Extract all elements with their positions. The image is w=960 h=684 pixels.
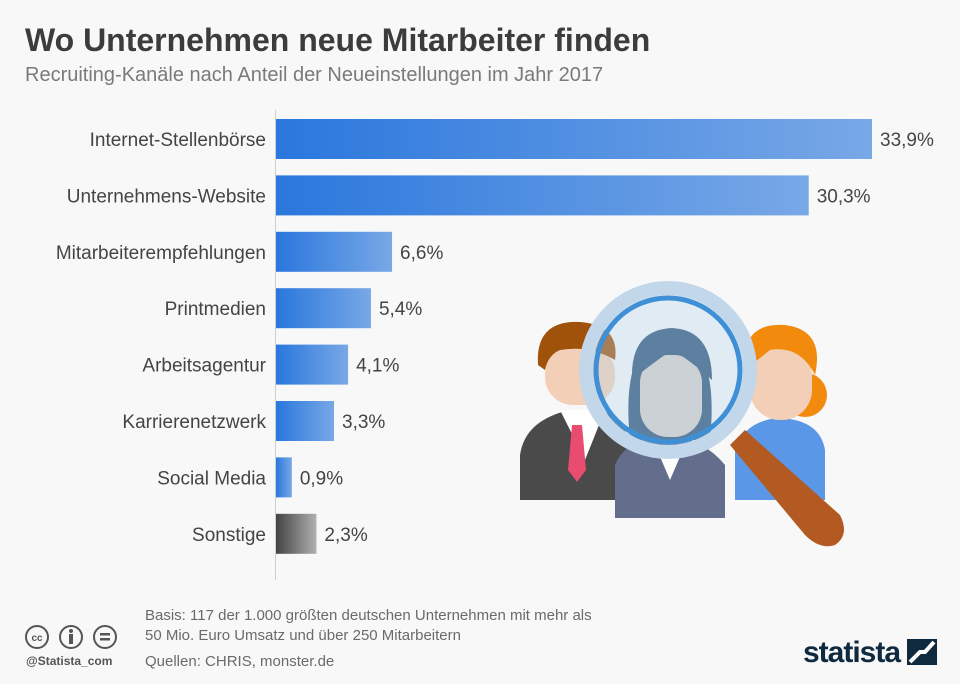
bar-0 (276, 119, 872, 159)
footer-basis-line2: 50 Mio. Euro Umsatz und über 250 Mitarbe… (145, 627, 461, 644)
bar-chart: Internet-Stellenbörse 33,9% Unternehmens-W… (56, 110, 934, 580)
cc-icon (25, 625, 49, 649)
value-label: 33,9% (880, 130, 934, 151)
value-label: 6,6% (400, 243, 443, 264)
license-icons[interactable]: cc (24, 624, 120, 652)
bar-2 (276, 231, 393, 272)
page-title: Wo Unternehmen neue Mitarbeiter finden (25, 22, 651, 58)
value-label: 3,3% (342, 412, 385, 433)
category-label: Sonstige (192, 525, 266, 546)
category-label: Social Media (157, 468, 266, 489)
nd-icon (93, 625, 117, 649)
bar-7 (276, 513, 317, 554)
bar-6 (276, 457, 292, 498)
statista-logo-icon (907, 639, 938, 665)
value-label: 30,3% (817, 186, 871, 207)
category-label: Printmedien (165, 299, 266, 320)
by-icon (59, 625, 83, 649)
category-label: Karrierenetzwerk (122, 412, 266, 433)
category-label: Internet-Stellenbörse (90, 130, 266, 151)
statista-logo-text: statista (803, 636, 901, 669)
recruiting-illustration (520, 281, 844, 547)
value-label: 2,3% (324, 525, 367, 546)
svg-text:cc: cc (31, 633, 43, 644)
value-label: 4,1% (356, 356, 399, 377)
statista-handle[interactable]: @Statista_com (26, 654, 113, 668)
value-label: 5,4% (379, 299, 422, 320)
bar-4 (276, 344, 349, 385)
page-subtitle: Recruiting-Kanäle nach Anteil der Neuein… (25, 64, 604, 86)
category-label: Mitarbeiterempfehlungen (56, 243, 266, 264)
category-label: Arbeitsagentur (142, 356, 266, 377)
category-label: Unternehmens-Website (67, 186, 266, 207)
bar-5 (276, 401, 335, 441)
footer-basis-line1: Basis: 117 der 1.000 größten deutschen U… (145, 607, 592, 624)
value-label: 0,9% (300, 468, 343, 489)
footer-sources: Quellen: CHRIS, monster.de (145, 653, 335, 670)
bar-1 (276, 175, 809, 216)
bar-3 (276, 288, 371, 329)
statista-logo[interactable]: statista (803, 636, 938, 670)
